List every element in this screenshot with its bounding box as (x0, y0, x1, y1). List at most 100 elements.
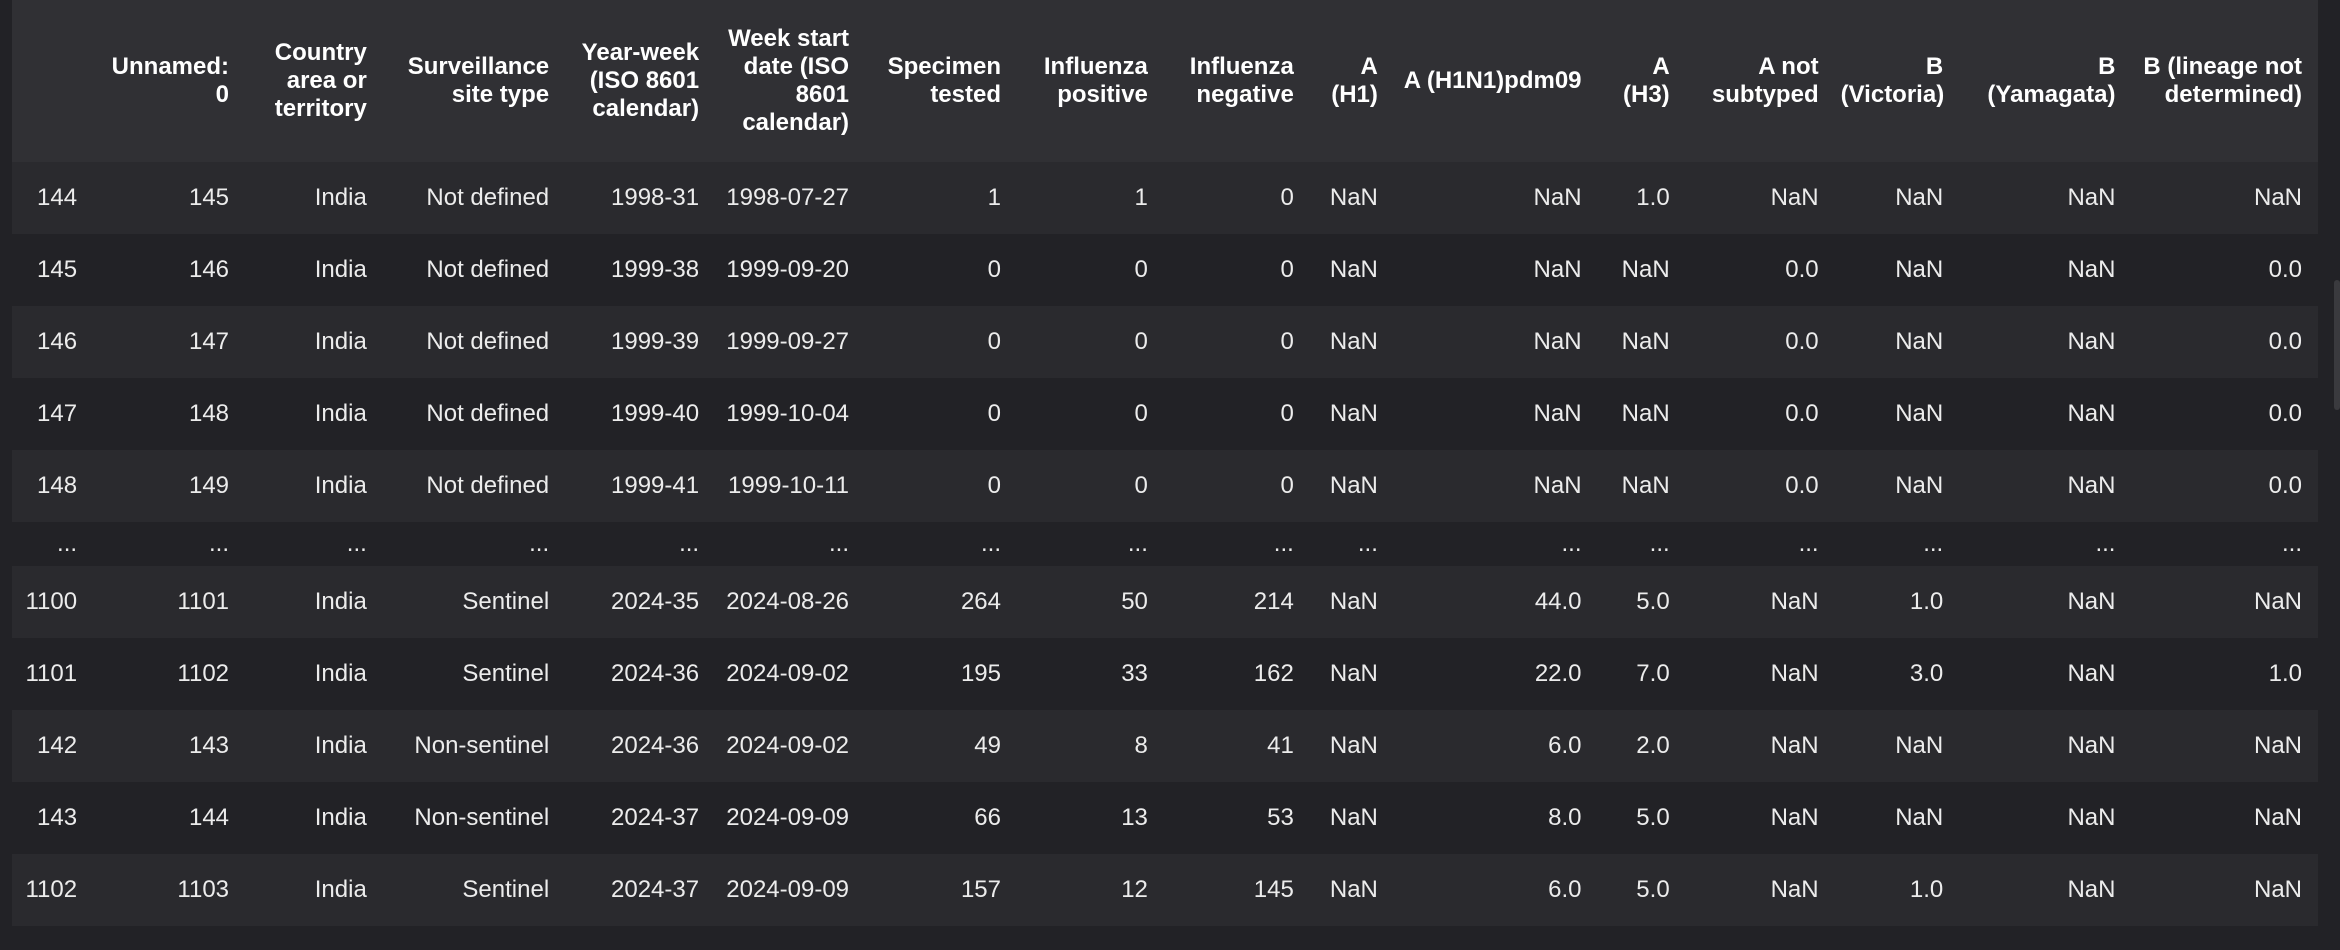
table-cell: 1999-39 (565, 306, 716, 378)
table-cell: 8 (1017, 710, 1164, 782)
table-cell: 3.0 (1834, 638, 1960, 710)
table-cell: Not defined (382, 234, 566, 306)
table-cell: 0 (865, 378, 1017, 450)
row-index: 144 (12, 162, 94, 234)
row-index: 148 (12, 450, 94, 522)
table-cell: Non-sentinel (382, 710, 566, 782)
table-cell: 1999-10-04 (715, 378, 866, 450)
column-header: A not subtyped (1685, 0, 1835, 162)
table-cell: India (245, 162, 383, 234)
table-cell: 41 (1163, 710, 1310, 782)
table-cell: 0.0 (1685, 450, 1835, 522)
table-cell: 1.0 (1834, 566, 1960, 638)
table-cell: 0.0 (2131, 234, 2318, 306)
table-cell: 149 (93, 450, 246, 522)
table-cell: ... (1597, 522, 1686, 566)
table-row: 148 149 India Not defined 1999-41 1999-10-11 0… (12, 450, 2318, 522)
column-header: Week start date (ISO 8601 calendar) (715, 0, 866, 162)
table-cell: 1 (1017, 162, 1164, 234)
table-cell: 0.0 (1685, 234, 1835, 306)
table-row: 142 143 India Non-sentinel 2024-36 2024-09-02… (12, 710, 2318, 782)
table-cell: NaN (1393, 162, 1598, 234)
table-cell: NaN (1685, 782, 1835, 854)
table-cell: India (245, 638, 383, 710)
column-header: B (Yamagata) (1959, 0, 2132, 162)
table-cell: 0 (1163, 234, 1310, 306)
table-row: 1100 1101 India Sentinel 2024-35 2024-08-26 26… (12, 566, 2318, 638)
table-cell: 0.0 (2131, 450, 2318, 522)
table-cell: India (245, 854, 383, 926)
table-cell: NaN (1309, 234, 1394, 306)
column-header: Country area or territory (245, 0, 383, 162)
table-cell: 53 (1163, 782, 1310, 854)
table-cell: 0 (1017, 234, 1164, 306)
table-cell: NaN (1309, 782, 1394, 854)
table-cell: 50 (1017, 566, 1164, 638)
table-cell: ... (1163, 522, 1310, 566)
table-cell: NaN (1309, 710, 1394, 782)
table-cell: NaN (1685, 638, 1835, 710)
vertical-scrollbar[interactable] (2330, 0, 2340, 950)
scrollbar-thumb[interactable] (2334, 280, 2340, 410)
table-cell: NaN (1309, 306, 1394, 378)
table-cell: 146 (93, 234, 246, 306)
table-row: 146 147 India Not defined 1999-39 1999-09-27 0… (12, 306, 2318, 378)
table-cell: Not defined (382, 450, 566, 522)
table-row: 147 148 India Not defined 1999-40 1999-10-04 0… (12, 378, 2318, 450)
table-cell: 7.0 (1597, 638, 1686, 710)
table-cell: 0 (1163, 450, 1310, 522)
table-cell: India (245, 566, 383, 638)
table-cell: NaN (1685, 162, 1835, 234)
table-cell: 5.0 (1597, 854, 1686, 926)
table-cell: ... (565, 522, 716, 566)
table-cell: 33 (1017, 638, 1164, 710)
table-cell: NaN (1959, 854, 2132, 926)
table-cell: 2024-35 (565, 566, 716, 638)
table-cell: 195 (865, 638, 1017, 710)
table-cell: ... (2131, 522, 2318, 566)
table-cell: NaN (1959, 234, 2132, 306)
row-index: 1101 (12, 638, 94, 710)
table-cell: 157 (865, 854, 1017, 926)
table-cell: NaN (1393, 378, 1598, 450)
column-header: Year-week (ISO 8601 calendar) (565, 0, 716, 162)
table-cell: 162 (1163, 638, 1310, 710)
table-cell: India (245, 450, 383, 522)
table-cell: NaN (1959, 710, 2132, 782)
ellipsis-row: ........................................… (12, 522, 2318, 566)
table-cell: 5.0 (1597, 566, 1686, 638)
column-header: Influenza negative (1163, 0, 1310, 162)
table-header: Unnamed: 0 Country area or territory Surve… (12, 0, 2318, 162)
table-cell: ... (382, 522, 566, 566)
table-cell: India (245, 234, 383, 306)
table-row: 1101 1102 India Sentinel 2024-36 2024-09-02 19… (12, 638, 2318, 710)
row-index: 143 (12, 782, 94, 854)
table-cell: NaN (1685, 854, 1835, 926)
table-cell: 1101 (93, 566, 246, 638)
table-cell: 0 (1017, 450, 1164, 522)
table-cell: NaN (1834, 782, 1960, 854)
table-cell: 1999-10-11 (715, 450, 866, 522)
table-cell: NaN (1834, 450, 1960, 522)
table-row: 1102 1103 India Sentinel 2024-37 2024-09-09 15… (12, 854, 2318, 926)
table-cell: ... (1309, 522, 1394, 566)
table-cell: NaN (1959, 638, 2132, 710)
table-cell: 1999-38 (565, 234, 716, 306)
table-cell: 6.0 (1393, 710, 1598, 782)
table-cell: ... (715, 522, 866, 566)
row-index: ... (12, 522, 94, 566)
table-cell: NaN (2131, 854, 2318, 926)
table-cell: NaN (1597, 378, 1686, 450)
table-cell: 0.0 (1685, 306, 1835, 378)
table-cell: ... (245, 522, 383, 566)
table-cell: 2024-08-26 (715, 566, 866, 638)
table-cell: 2024-36 (565, 710, 716, 782)
header-row: Unnamed: 0 Country area or territory Surve… (12, 0, 2318, 162)
table-cell: 5.0 (1597, 782, 1686, 854)
table-cell: NaN (2131, 162, 2318, 234)
table-cell: NaN (1834, 234, 1960, 306)
row-index: 1100 (12, 566, 94, 638)
table-cell: India (245, 782, 383, 854)
table-cell: NaN (1393, 450, 1598, 522)
table-cell: Not defined (382, 378, 566, 450)
